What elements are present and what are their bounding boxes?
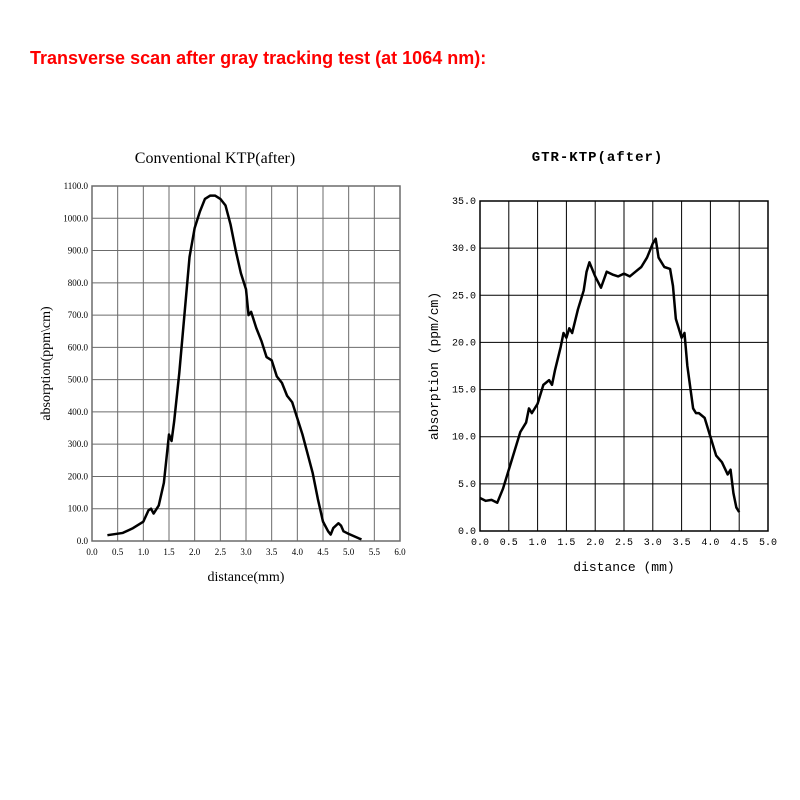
svg-text:15.0: 15.0 (452, 386, 476, 397)
svg-text:2.5: 2.5 (615, 538, 633, 549)
chart-left-container: Conventional KTP(after) 0.0 100.0 200.0 300… (20, 150, 410, 596)
svg-text:0.0: 0.0 (86, 547, 98, 557)
svg-text:5.0: 5.0 (343, 547, 355, 557)
svg-text:0.5: 0.5 (112, 547, 124, 557)
svg-text:300.0: 300.0 (68, 439, 89, 449)
svg-text:distance(mm): distance(mm) (208, 570, 285, 585)
svg-text:2.5: 2.5 (215, 547, 227, 557)
svg-text:absorption (ppm/cm): absorption (ppm/cm) (427, 292, 442, 440)
svg-text:400.0: 400.0 (68, 407, 89, 417)
svg-text:1.5: 1.5 (557, 538, 575, 549)
svg-text:1.0: 1.0 (529, 538, 547, 549)
svg-text:900.0: 900.0 (68, 246, 89, 256)
svg-text:30.0: 30.0 (452, 244, 476, 255)
svg-text:2.0: 2.0 (586, 538, 604, 549)
svg-text:2.0: 2.0 (189, 547, 201, 557)
svg-text:3.0: 3.0 (644, 538, 662, 549)
svg-text:20.0: 20.0 (452, 338, 476, 349)
svg-text:4.5: 4.5 (317, 547, 329, 557)
svg-text:0.0: 0.0 (458, 527, 476, 538)
svg-text:700.0: 700.0 (68, 310, 89, 320)
svg-text:1100.0: 1100.0 (64, 181, 89, 191)
svg-text:100.0: 100.0 (68, 504, 89, 514)
svg-text:5.0: 5.0 (458, 480, 476, 491)
svg-text:5.0: 5.0 (759, 538, 777, 549)
svg-text:4.0: 4.0 (292, 547, 304, 557)
chart-right-title: GTR-KTP(after) (532, 150, 664, 166)
chart-right-container: GTR-KTP(after) 0.0 5.0 10.0 15.0 20.0 25.0 30.… (415, 150, 780, 586)
chart-left-title: Conventional KTP(after) (135, 150, 295, 168)
svg-text:4.5: 4.5 (730, 538, 748, 549)
svg-text:absorption(ppm\cm): absorption(ppm\cm) (39, 306, 54, 421)
svg-text:1.5: 1.5 (163, 547, 175, 557)
svg-text:5.5: 5.5 (369, 547, 381, 557)
svg-text:3.5: 3.5 (266, 547, 278, 557)
svg-text:3.5: 3.5 (673, 538, 691, 549)
svg-text:500.0: 500.0 (68, 375, 89, 385)
svg-text:200.0: 200.0 (68, 471, 89, 481)
svg-text:10.0: 10.0 (452, 433, 476, 444)
svg-text:1.0: 1.0 (138, 547, 150, 557)
svg-text:0.0: 0.0 (77, 536, 89, 546)
svg-text:800.0: 800.0 (68, 278, 89, 288)
svg-text:6.0: 6.0 (394, 547, 406, 557)
svg-text:1000.0: 1000.0 (63, 213, 88, 223)
svg-text:4.0: 4.0 (701, 538, 719, 549)
chart-right: 0.0 5.0 10.0 15.0 20.0 25.0 30.0 35.0 0.0 0.5 1.0 1… (415, 191, 780, 586)
page-heading: Transverse scan after gray tracking test… (30, 48, 486, 69)
charts-row: Conventional KTP(after) 0.0 100.0 200.0 300… (20, 150, 780, 596)
svg-text:3.0: 3.0 (240, 547, 252, 557)
svg-text:600.0: 600.0 (68, 342, 89, 352)
svg-text:0.5: 0.5 (500, 538, 518, 549)
svg-text:0.0: 0.0 (471, 538, 489, 549)
chart-left: 0.0 100.0 200.0 300.0 400.0 500.0 600.0 700.0 80… (20, 176, 410, 596)
svg-text:35.0: 35.0 (452, 197, 476, 208)
svg-text:distance (mm): distance (mm) (573, 560, 674, 575)
svg-text:25.0: 25.0 (452, 291, 476, 302)
